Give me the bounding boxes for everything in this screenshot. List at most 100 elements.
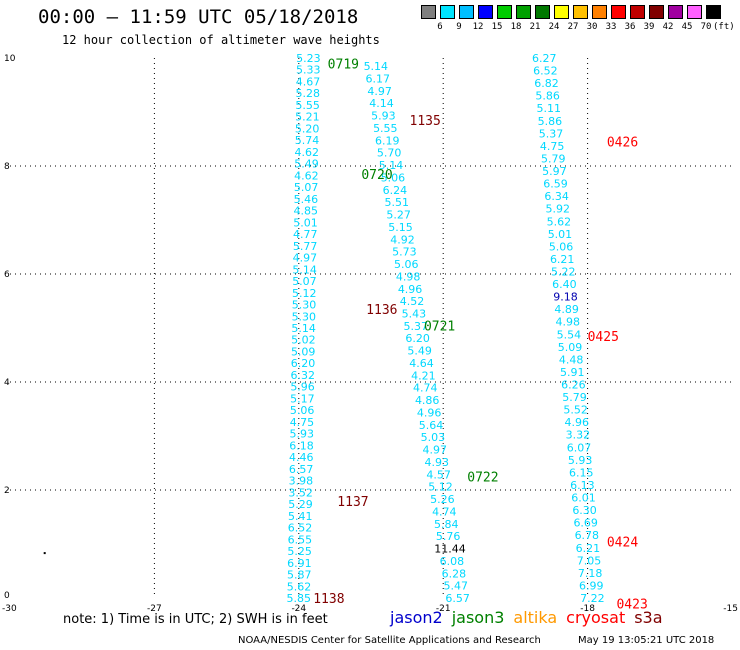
wave-height-value: 4.67 [296, 75, 321, 88]
x-tick-label: -18 [580, 604, 595, 614]
wave-height-value: 3.32 [566, 429, 591, 442]
legend-label: 36 [624, 22, 636, 32]
wave-height-value: 5.55 [373, 122, 398, 135]
wave-height-value: 4.77 [293, 228, 318, 241]
wave-height-value: 9.18 [553, 291, 578, 304]
legend-label: 12 [472, 22, 484, 32]
wave-height-value: 6.01 [571, 492, 596, 505]
legend-label: 30 [586, 22, 598, 32]
pass-time-label: 0722 [467, 471, 498, 486]
wave-height-value: 5.86 [535, 90, 560, 103]
wave-height-value: 4.85 [293, 205, 318, 218]
wave-height-value: 4.89 [554, 303, 579, 316]
legend-label: 33 [605, 22, 617, 32]
legend-label: 45 [681, 22, 693, 32]
wave-height-value: 5.28 [296, 87, 321, 100]
x-tick-label: -24 [291, 604, 306, 614]
wave-height-value: 11.44 [434, 543, 466, 556]
wave-height-value: 5.47 [443, 580, 468, 593]
legend-label: 9 [456, 22, 462, 32]
wave-height-value: 3.52 [288, 486, 313, 499]
wave-height-value: 4.21 [411, 369, 436, 382]
y-tick-label: 0 [4, 591, 10, 601]
page-subtitle: 12 hour collection of altimeter wave hei… [62, 33, 380, 47]
x-tick-label: -30 [2, 604, 17, 614]
wave-height-value: 5.09 [291, 345, 316, 358]
wave-height-value: 5.12 [428, 481, 453, 494]
wave-height-value: 6.20 [291, 357, 316, 370]
wave-height-value: 4.96 [564, 416, 589, 429]
page-title: 00:00 – 11:59 UTC 05/18/2018 [38, 6, 359, 28]
wave-height-value: 5.30 [292, 310, 317, 323]
wave-height-value: 4.97 [293, 252, 318, 265]
wave-height-value: 4.64 [409, 357, 434, 370]
wave-height-value: 5.14 [291, 322, 316, 335]
wave-height-value: 4.46 [289, 451, 314, 464]
satellite-jason2: jason2 [390, 608, 443, 627]
wave-height-value: 5.74 [295, 134, 320, 147]
wave-height-value: 5.73 [392, 246, 417, 259]
wave-height-value: 5.20 [295, 122, 320, 135]
wave-height-value: 5.84 [434, 518, 459, 531]
wave-height-value: 6.28 [442, 567, 467, 580]
legend-swatch [630, 5, 645, 19]
wave-height-value: 6.52 [288, 522, 313, 535]
wave-height-value: 4.74 [413, 382, 438, 395]
wave-height-value: 5.62 [287, 580, 312, 593]
legend-swatch [421, 5, 436, 19]
pass-time-label: 0426 [607, 136, 638, 151]
legend-label: 21 [529, 22, 541, 32]
wave-height-value: 6.55 [288, 533, 313, 546]
wave-height-value: 4.52 [400, 295, 425, 308]
wave-height-value: 6.34 [544, 190, 569, 203]
wave-height-value: 4.93 [424, 456, 449, 469]
wave-height-value: 6.40 [552, 278, 577, 291]
wave-height-value: 4.62 [295, 146, 320, 159]
legend-swatch [706, 5, 721, 19]
legend-label: 15 [491, 22, 503, 32]
wave-height-value: 5.29 [288, 498, 313, 511]
wave-height-value: 6.30 [572, 504, 597, 517]
wave-height-value: 5.54 [557, 328, 582, 341]
wave-height-value: 6.21 [550, 253, 575, 266]
wave-height-value: 5.96 [290, 381, 315, 394]
wave-height-value: 4.14 [369, 97, 394, 110]
wave-height-value: 5.01 [293, 216, 318, 229]
credit-line: NOAA/NESDIS Center for Satellite Applica… [238, 635, 541, 646]
wave-height-value: 5.07 [292, 275, 317, 288]
wave-height-value: 6.15 [569, 466, 594, 479]
y-tick-label: 4 [4, 378, 10, 388]
wave-height-value: 5.03 [421, 431, 446, 444]
legend-swatch [440, 5, 455, 19]
pass-time-label: 0721 [424, 319, 455, 334]
satellite-altika: altika [513, 608, 558, 627]
wave-height-value: 5.70 [377, 147, 402, 160]
wave-height-value: 5.26 [430, 493, 455, 506]
wave-height-value: 6.78 [575, 529, 600, 542]
wave-height-value: 6.26 [561, 379, 586, 392]
wave-height-value: 6.07 [567, 441, 592, 454]
wave-height-value: 5.14 [364, 60, 389, 73]
wave-height-value: 7.18 [578, 567, 603, 580]
wave-height-value: 6.18 [289, 439, 314, 452]
wave-height-value: 5.93 [568, 454, 593, 467]
legend-swatch [687, 5, 702, 19]
stray-dot-marker [43, 552, 46, 555]
generation-timestamp: May 19 13:05:21 UTC 2018 [578, 635, 715, 646]
wave-height-value: 5.01 [548, 228, 573, 241]
wave-height-value: 5.09 [558, 341, 583, 354]
wave-height-value: 5.62 [547, 215, 572, 228]
wave-height-value: 5.52 [563, 404, 588, 417]
y-tick-label: 2 [4, 486, 10, 496]
legend-label: 39 [643, 22, 655, 32]
wave-height-value: 4.75 [290, 416, 315, 429]
legend-label: 27 [567, 22, 579, 32]
wave-height-value: 5.43 [402, 307, 427, 320]
wave-height-value: 4.98 [396, 270, 421, 283]
wave-height-value: 6.24 [383, 184, 408, 197]
satellite-jason3: jason3 [451, 608, 505, 627]
wave-height-value: 5.64 [419, 419, 444, 432]
wave-height-value: 6.69 [573, 517, 598, 530]
legend-swatch [611, 5, 626, 19]
